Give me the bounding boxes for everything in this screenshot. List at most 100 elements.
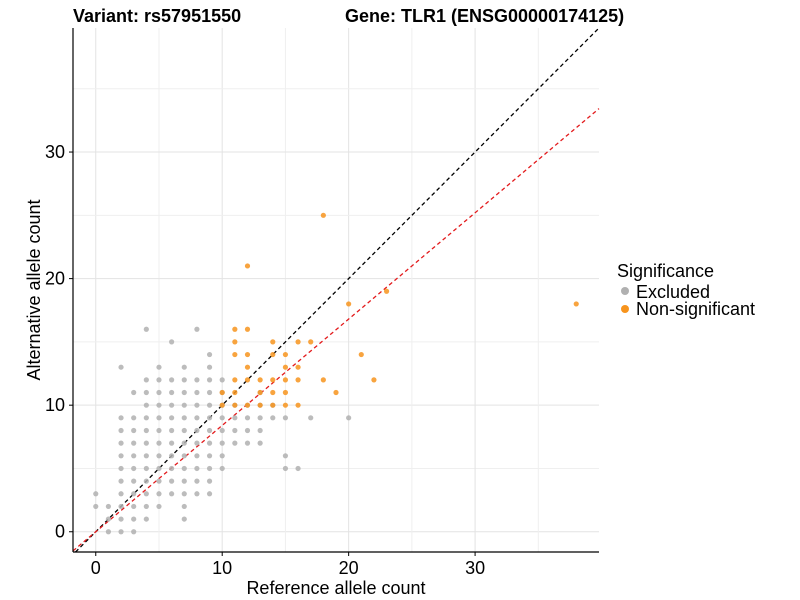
y-tick-label: 20 [45, 269, 65, 289]
point-excluded [143, 516, 149, 522]
point-excluded [181, 377, 187, 383]
point-excluded [181, 516, 187, 522]
point-excluded [143, 427, 149, 434]
point-excluded [181, 402, 187, 408]
point-excluded [181, 389, 187, 396]
point-excluded [118, 465, 124, 472]
point-excluded [194, 453, 200, 459]
point-excluded [169, 491, 175, 497]
point-excluded [156, 491, 162, 497]
point-excluded [282, 465, 289, 472]
identity-reference-line [75, 27, 600, 553]
point-excluded [257, 415, 263, 421]
point-excluded [232, 415, 238, 421]
point-excluded [206, 427, 213, 434]
x-axis-label: Reference allele count [246, 578, 425, 598]
point-non-significant [257, 389, 263, 396]
point-excluded [156, 402, 162, 408]
y-axis-label: Alternative allele count [24, 199, 44, 380]
point-non-significant [295, 402, 301, 408]
point-non-significant [244, 326, 251, 332]
point-non-significant [295, 364, 301, 370]
point-excluded [206, 402, 213, 408]
point-non-significant [232, 351, 238, 358]
point-excluded [131, 478, 137, 484]
point-excluded [206, 389, 213, 396]
point-excluded [156, 427, 162, 434]
point-excluded [131, 440, 137, 446]
chart-title-variant: Variant: rs57951550 [73, 6, 241, 26]
point-non-significant [270, 389, 276, 396]
point-excluded [143, 402, 149, 408]
point-excluded [206, 415, 213, 421]
point-excluded [131, 415, 137, 421]
y-tick-label: 10 [45, 395, 65, 415]
fit-reference-line [72, 108, 600, 552]
point-non-significant [282, 389, 289, 396]
point-excluded [118, 415, 124, 421]
point-excluded [206, 440, 213, 446]
point-excluded [282, 453, 289, 459]
point-excluded [118, 440, 124, 446]
grid [73, 28, 599, 552]
point-excluded [295, 465, 301, 472]
point-non-significant [320, 212, 326, 218]
point-excluded [219, 453, 225, 459]
point-excluded [206, 351, 213, 358]
point-non-significant [270, 351, 276, 358]
point-non-significant [371, 377, 377, 383]
x-tick-label: 20 [339, 558, 359, 578]
point-excluded [143, 326, 149, 332]
point-non-significant [270, 377, 276, 383]
point-excluded [206, 478, 213, 484]
point-excluded [194, 478, 200, 484]
point-excluded [131, 529, 137, 535]
point-excluded [143, 389, 149, 396]
point-excluded [105, 503, 112, 510]
legend-label-non-significant: Non-significant [636, 299, 755, 319]
point-excluded [118, 453, 124, 459]
point-excluded [181, 503, 187, 510]
point-non-significant [333, 389, 339, 396]
point-non-significant [573, 301, 579, 307]
point-non-significant [282, 351, 289, 358]
point-non-significant [244, 402, 251, 408]
point-non-significant [270, 339, 276, 345]
point-excluded [219, 377, 225, 383]
point-excluded [143, 453, 149, 459]
point-excluded [181, 415, 187, 421]
point-excluded [156, 364, 162, 370]
point-excluded [131, 427, 137, 434]
point-excluded [143, 415, 149, 421]
reference-lines [72, 27, 600, 553]
point-excluded [169, 427, 175, 434]
point-excluded [194, 402, 200, 408]
point-excluded [194, 465, 200, 472]
x-tick-label: 0 [91, 558, 101, 578]
legend-label-excluded: Excluded [636, 282, 710, 302]
point-excluded [169, 402, 175, 408]
point-excluded [169, 339, 175, 345]
x-tick-label: 30 [465, 558, 485, 578]
point-excluded [206, 453, 213, 459]
point-excluded [206, 491, 213, 497]
point-excluded [156, 377, 162, 383]
point-excluded [118, 529, 124, 535]
point-excluded [194, 377, 200, 383]
point-excluded [118, 491, 124, 497]
point-excluded [143, 465, 149, 472]
point-excluded [93, 503, 99, 510]
point-excluded [181, 478, 187, 484]
point-non-significant [257, 377, 263, 383]
point-non-significant [232, 389, 238, 396]
point-excluded [181, 364, 187, 370]
x-tick-label: 10 [212, 558, 232, 578]
point-excluded [131, 516, 137, 522]
point-non-significant [295, 377, 301, 383]
chart-title-gene: Gene: TLR1 (ENSG00000174125) [345, 6, 624, 26]
point-excluded [105, 529, 112, 535]
point-excluded [206, 377, 213, 383]
point-excluded [169, 377, 175, 383]
legend-marker-non-significant [621, 305, 629, 313]
